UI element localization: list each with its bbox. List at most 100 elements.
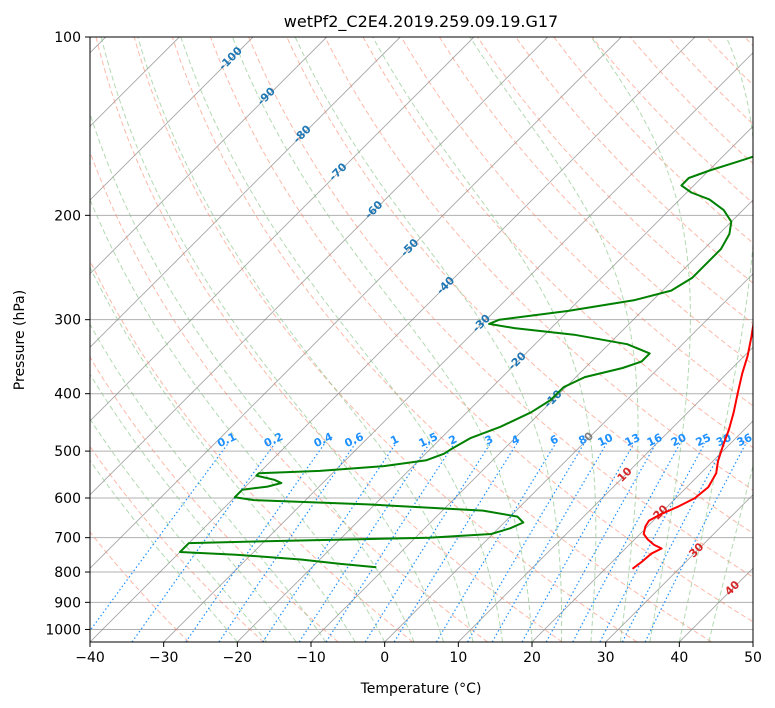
isotherm-label: -70 xyxy=(326,160,349,183)
plot-frame xyxy=(89,36,754,643)
dry-adiabat xyxy=(171,37,712,642)
moist-adiabat xyxy=(372,37,597,642)
isotherm-label: 10 xyxy=(615,464,635,484)
plot-area: -100-90-80-70-60-50-40-30-20-10010203040… xyxy=(90,37,755,642)
y-tick-label: 900 xyxy=(54,595,81,611)
isotherm-gridline xyxy=(531,420,753,642)
dry-adiabat xyxy=(744,37,753,47)
isotherm-label: -100 xyxy=(216,44,245,73)
isotherm-gridline xyxy=(90,37,401,348)
isotherm-gridline xyxy=(90,37,475,422)
y-tick-label: 100 xyxy=(54,30,81,46)
moist-adiabats xyxy=(90,37,753,642)
mixing-ratio-labels: 0.1 0.2 0.4 0.6 1 1.5 2 3 4 6 8 10 13 16 20 25 30 36 xyxy=(215,430,755,450)
moist-adiabat xyxy=(90,323,327,642)
mixing-ratio-line xyxy=(298,442,431,642)
isotherm-label: -90 xyxy=(255,85,278,108)
mixing-ratio-lines xyxy=(90,442,747,642)
isotherm-gridline xyxy=(605,494,753,642)
moist-adiabat xyxy=(100,37,445,642)
mixing-ratio-label: 4 xyxy=(509,432,522,447)
y-tick-label: 400 xyxy=(54,387,81,403)
moist-adiabat xyxy=(678,37,753,642)
isotherm-gridline xyxy=(90,37,549,496)
x-tick-label: 10 xyxy=(449,650,467,666)
mixing-ratio-label: 30 xyxy=(714,431,734,449)
mixing-ratio-label: 0.2 xyxy=(262,430,285,450)
mixing-ratio-label: 6 xyxy=(548,432,561,447)
isotherm-label: -80 xyxy=(291,122,314,145)
isotherm-gridline xyxy=(90,37,622,569)
dry-adiabat xyxy=(668,37,753,125)
dry-adiabat xyxy=(133,37,638,642)
isotherm-gridline xyxy=(90,37,328,275)
isotherm-label: -50 xyxy=(398,236,421,259)
mixing-ratio-line xyxy=(262,442,397,642)
isotherm-gridline xyxy=(163,52,753,642)
isotherm-gridline xyxy=(752,641,753,642)
x-axis-title: Temperature (°C) xyxy=(360,681,482,697)
mixing-ratio-line xyxy=(621,443,726,642)
dry-adiabat xyxy=(438,37,753,366)
chart-title: wetPf2_C2E4.2019.259.09.19.G17 xyxy=(284,12,558,32)
dry-adiabat xyxy=(324,37,753,491)
dry-adiabat xyxy=(90,150,488,642)
mixing-ratio-label: 13 xyxy=(623,431,642,449)
moist-adiabat xyxy=(90,198,386,642)
mixing-ratio-line xyxy=(644,443,747,642)
y-tick-label: 1000 xyxy=(45,622,81,638)
x-tick-label: −30 xyxy=(149,650,179,666)
y-tick-label: 600 xyxy=(54,491,81,507)
dry-adiabat xyxy=(90,445,264,642)
dry-adiabat xyxy=(90,259,414,642)
dry-adiabat xyxy=(90,531,190,642)
x-tick-label: −10 xyxy=(296,650,326,666)
x-tick-label: 20 xyxy=(523,650,541,666)
moist-adiabat xyxy=(708,464,753,642)
mixing-ratio-label: 3 xyxy=(483,433,495,448)
x-tick-label: −20 xyxy=(223,650,253,666)
x-tick-label: 50 xyxy=(744,650,762,666)
mixing-ratio-line xyxy=(545,443,657,642)
mixing-ratio-line xyxy=(393,442,518,642)
dry-adiabat xyxy=(210,37,753,623)
y-tick-label: 700 xyxy=(54,531,81,547)
mixing-ratio-label: 0.4 xyxy=(312,430,335,450)
isotherm-label: 40 xyxy=(722,578,742,598)
isotherm-label: -20 xyxy=(506,349,529,372)
isobar-gridlines xyxy=(90,37,753,630)
isotherm-label: -60 xyxy=(362,198,385,221)
moist-adiabat xyxy=(180,37,503,642)
isotherm-gridline xyxy=(90,37,696,642)
mixing-ratio-line xyxy=(521,443,635,642)
dry-adiabat xyxy=(553,37,753,244)
isotherm-gridline xyxy=(236,125,753,642)
mixing-ratio-label: 25 xyxy=(694,431,713,449)
mixing-ratio-label: 36 xyxy=(735,431,755,449)
isotherm-label: -40 xyxy=(434,274,457,297)
x-tick-label: 40 xyxy=(670,650,688,666)
isotherm-gridline xyxy=(457,346,753,642)
dry-adiabat xyxy=(362,37,753,449)
temperature-profile xyxy=(631,320,753,570)
y-axis-ticks: 100 200 300 400 500 600 700 800 900 1000 xyxy=(45,30,90,638)
dewpoint-profile xyxy=(179,155,753,569)
isotherm-gridlines xyxy=(90,37,753,642)
mixing-ratio-line xyxy=(185,442,326,642)
isotherm-label: 30 xyxy=(686,540,706,560)
dry-adiabat xyxy=(248,37,753,578)
isotherm-gridline xyxy=(90,37,254,201)
moist-adiabat xyxy=(590,37,691,642)
mixing-ratio-line xyxy=(364,442,492,642)
x-axis-ticks: −40 −30 −20 −10 0 10 20 30 40 50 xyxy=(75,642,762,666)
mixing-ratio-line xyxy=(572,443,681,642)
moist-adiabat xyxy=(90,459,238,642)
x-tick-label: 30 xyxy=(597,650,615,666)
mixing-ratio-line xyxy=(466,442,585,642)
mixing-ratio-line xyxy=(435,442,557,642)
moist-adiabat xyxy=(231,37,533,642)
mixing-ratio-label: 10 xyxy=(596,431,616,449)
isotherm-label: 20 xyxy=(651,502,671,522)
profile-series xyxy=(179,155,753,570)
dry-adiabat xyxy=(95,37,563,642)
